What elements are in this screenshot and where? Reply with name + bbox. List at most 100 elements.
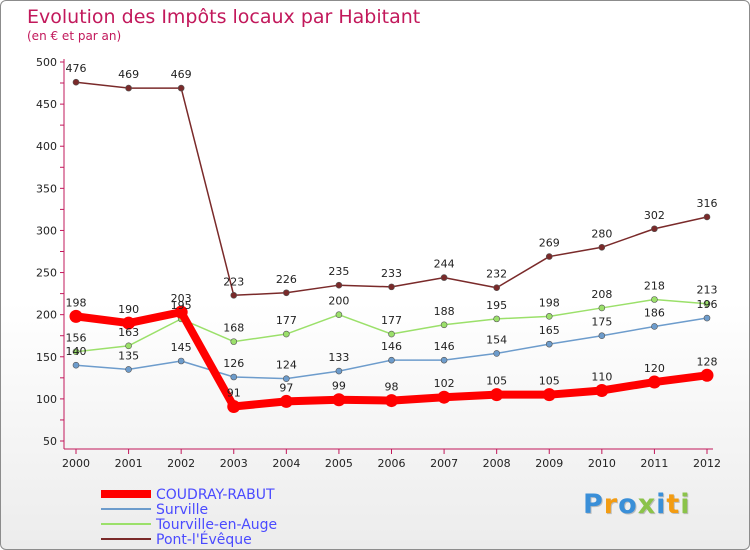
data-point-tourville-en-auge <box>283 330 290 338</box>
data-point-surville <box>598 332 606 340</box>
legend-label: COUDRAY-RABUT <box>156 487 275 503</box>
data-point-tourville-en-auge <box>598 304 606 312</box>
data-label-surville: 135 <box>118 349 139 362</box>
y-tick-label: 450 <box>36 98 57 111</box>
data-point-pont-l-v-que <box>72 78 80 86</box>
logo-letter: i <box>680 489 691 520</box>
data-point-tourville-en-auge <box>125 342 132 350</box>
data-label-tourville-en-auge: 195 <box>486 299 507 312</box>
data-point-coudray-rabut <box>647 375 661 389</box>
data-point-pont-l-v-que <box>703 213 711 221</box>
logo-letter: x <box>637 489 657 520</box>
chart-title: Evolution des Impôts locaux par Habitant <box>27 6 420 28</box>
data-point-surville <box>545 340 553 348</box>
data-point-pont-l-v-que <box>283 289 290 297</box>
data-point-pont-l-v-que <box>177 84 185 92</box>
data-label-pont-l-v-que: 226 <box>276 273 297 286</box>
data-label-tourville-en-auge: 198 <box>539 296 560 309</box>
data-label-coudray-rabut: 120 <box>644 362 665 375</box>
data-point-tourville-en-auge <box>440 321 448 329</box>
data-label-tourville-en-auge: 200 <box>328 295 349 308</box>
data-label-coudray-rabut: 102 <box>434 377 455 390</box>
data-point-pont-l-v-que <box>651 225 658 233</box>
data-point-tourville-en-auge <box>72 348 80 356</box>
x-tick-label: 2000 <box>62 457 90 470</box>
data-label-tourville-en-auge: 156 <box>66 332 87 345</box>
data-point-surville <box>335 367 343 375</box>
data-label-tourville-en-auge: 218 <box>644 280 665 293</box>
data-label-surville: 145 <box>171 341 192 354</box>
x-tick-label: 2007 <box>430 457 458 470</box>
data-label-surville: 124 <box>276 359 297 372</box>
data-point-coudray-rabut <box>279 394 293 408</box>
x-tick-label: 2011 <box>640 457 668 470</box>
proxiti-logo: Proxiti <box>583 489 691 520</box>
data-label-tourville-en-auge: 213 <box>697 284 718 297</box>
data-label-pont-l-v-que: 476 <box>66 62 87 75</box>
data-point-coudray-rabut <box>332 393 346 407</box>
x-tick-label: 2009 <box>535 457 563 470</box>
data-point-surville <box>283 375 290 382</box>
data-point-coudray-rabut <box>437 390 451 404</box>
data-label-surville: 140 <box>66 345 87 358</box>
data-label-pont-l-v-que: 469 <box>118 68 139 81</box>
data-label-coudray-rabut: 91 <box>227 386 241 399</box>
data-label-tourville-en-auge: 168 <box>223 322 244 335</box>
data-point-pont-l-v-que <box>335 281 343 289</box>
x-tick-label: 2012 <box>693 457 721 470</box>
data-point-tourville-en-auge <box>493 315 500 323</box>
data-label-surville: 126 <box>223 357 244 370</box>
data-label-coudray-rabut: 97 <box>279 381 293 394</box>
legend-label: Tourville-en-Auge <box>155 517 277 533</box>
data-point-tourville-en-auge <box>230 338 238 345</box>
y-tick-label: 250 <box>36 267 57 280</box>
data-label-pont-l-v-que: 316 <box>697 197 718 210</box>
data-point-coudray-rabut <box>227 399 241 413</box>
data-label-pont-l-v-que: 302 <box>644 209 665 222</box>
series-line-pont-l-v-que <box>75 81 708 297</box>
data-point-surville <box>177 357 185 365</box>
data-label-tourville-en-auge: 177 <box>276 314 297 327</box>
data-label-tourville-en-auge: 177 <box>381 314 402 327</box>
data-point-tourville-en-auge <box>703 300 711 308</box>
data-point-pont-l-v-que <box>440 274 448 281</box>
x-tick-label: 2008 <box>483 457 511 470</box>
data-label-pont-l-v-que: 269 <box>539 237 560 250</box>
data-point-coudray-rabut <box>174 305 188 319</box>
axes: 50 100 150 200 250 300 350 400 450 500 2000 2001 200… <box>36 56 721 470</box>
data-point-coudray-rabut <box>490 388 504 402</box>
data-label-surville: 175 <box>591 316 612 329</box>
data-label-surville: 133 <box>328 351 349 364</box>
data-label-pont-l-v-que: 223 <box>223 275 244 288</box>
x-tick-label: 2004 <box>272 457 300 470</box>
data-label-surville: 196 <box>697 298 718 311</box>
logo-letter: t <box>666 489 681 520</box>
data-point-pont-l-v-que <box>230 291 238 299</box>
data-point-tourville-en-auge <box>545 313 553 320</box>
logo-letter: r <box>603 489 619 520</box>
data-label-coudray-rabut: 198 <box>66 296 87 309</box>
data-label-pont-l-v-que: 469 <box>171 68 192 81</box>
data-point-tourville-en-auge <box>651 296 658 303</box>
data-label-tourville-en-auge: 195 <box>171 299 192 312</box>
logo-letter: o <box>618 489 638 520</box>
data-point-pont-l-v-que <box>493 284 500 292</box>
x-tick-label: 2005 <box>325 457 353 470</box>
data-point-coudray-rabut <box>542 388 556 402</box>
data-point-surville <box>125 366 132 373</box>
data-label-surville: 146 <box>434 340 455 353</box>
data-label-surville: 186 <box>644 306 665 319</box>
legend: COUDRAY-RABUTSurvilleTourville-en-AugePo… <box>101 487 277 548</box>
data-point-surville <box>72 361 80 369</box>
data-point-coudray-rabut <box>69 309 83 323</box>
data-point-coudray-rabut <box>122 316 136 330</box>
y-tick-label: 150 <box>36 351 57 364</box>
data-point-surville <box>440 356 448 364</box>
data-point-coudray-rabut <box>385 394 398 408</box>
data-point-tourville-en-auge <box>388 330 395 338</box>
data-point-surville <box>651 323 658 330</box>
y-tick-label: 200 <box>36 309 57 322</box>
y-tick-label: 50 <box>43 435 57 448</box>
x-tick-label: 2001 <box>115 457 143 470</box>
y-tick-label: 350 <box>36 182 57 195</box>
